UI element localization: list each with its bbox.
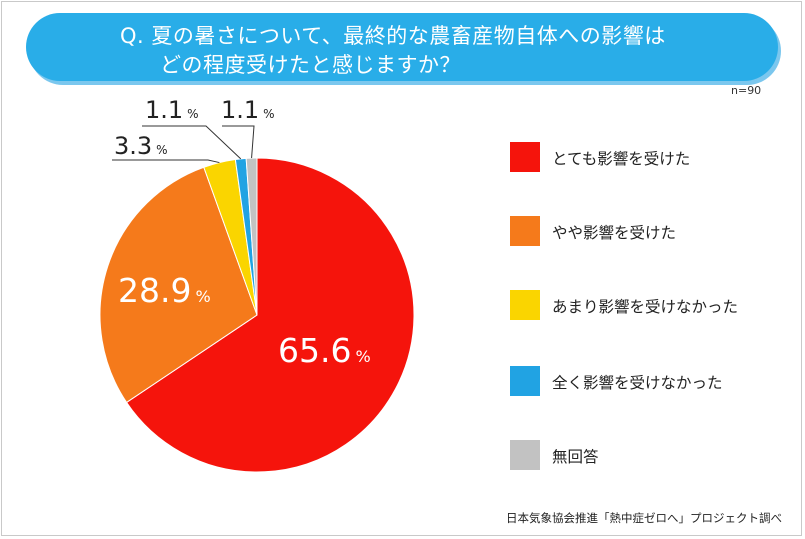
legend-label: 全く影響を受けなかった xyxy=(552,374,723,392)
source-credit: 日本気象協会推進「熱中症ゼロへ」プロジェクト調べ xyxy=(506,511,782,525)
slice-no-answer xyxy=(245,157,258,316)
question-title-line1: Q. 夏の暑さについて、最終的な農畜産物自体への影響は xyxy=(120,24,666,48)
leader-line-no-answer xyxy=(222,125,255,159)
legend-label: あまり影響を受けなかった xyxy=(552,298,739,316)
data-label-not-much-affected: 3.3% xyxy=(114,132,168,160)
question-banner: Q. 夏の暑さについて、最終的な農畜産物自体への影響は どの程度受けたと感じます… xyxy=(26,13,778,81)
slice-somewhat-affected xyxy=(99,166,258,404)
leader-line-not-much-affected xyxy=(112,159,220,164)
leader-line-not-affected-at-all xyxy=(142,125,242,160)
sample-size-label: n=90 xyxy=(731,84,762,97)
data-label-no-answer: 1.1% xyxy=(221,96,275,124)
legend-swatch xyxy=(510,142,540,172)
legend-label: 無回答 xyxy=(552,448,599,466)
legend-swatch xyxy=(510,440,540,470)
legend-swatch xyxy=(510,366,540,396)
legend-label: とても影響を受けた xyxy=(552,150,691,168)
question-title-line2: どの程度受けたと感じますか？ xyxy=(160,53,461,77)
legend-swatch xyxy=(510,290,540,320)
slice-very-affected xyxy=(125,157,415,473)
legend-label: やや影響を受けた xyxy=(552,224,677,242)
data-label-not-affected-at-all: 1.1% xyxy=(145,96,199,124)
legend-swatch xyxy=(510,216,540,246)
